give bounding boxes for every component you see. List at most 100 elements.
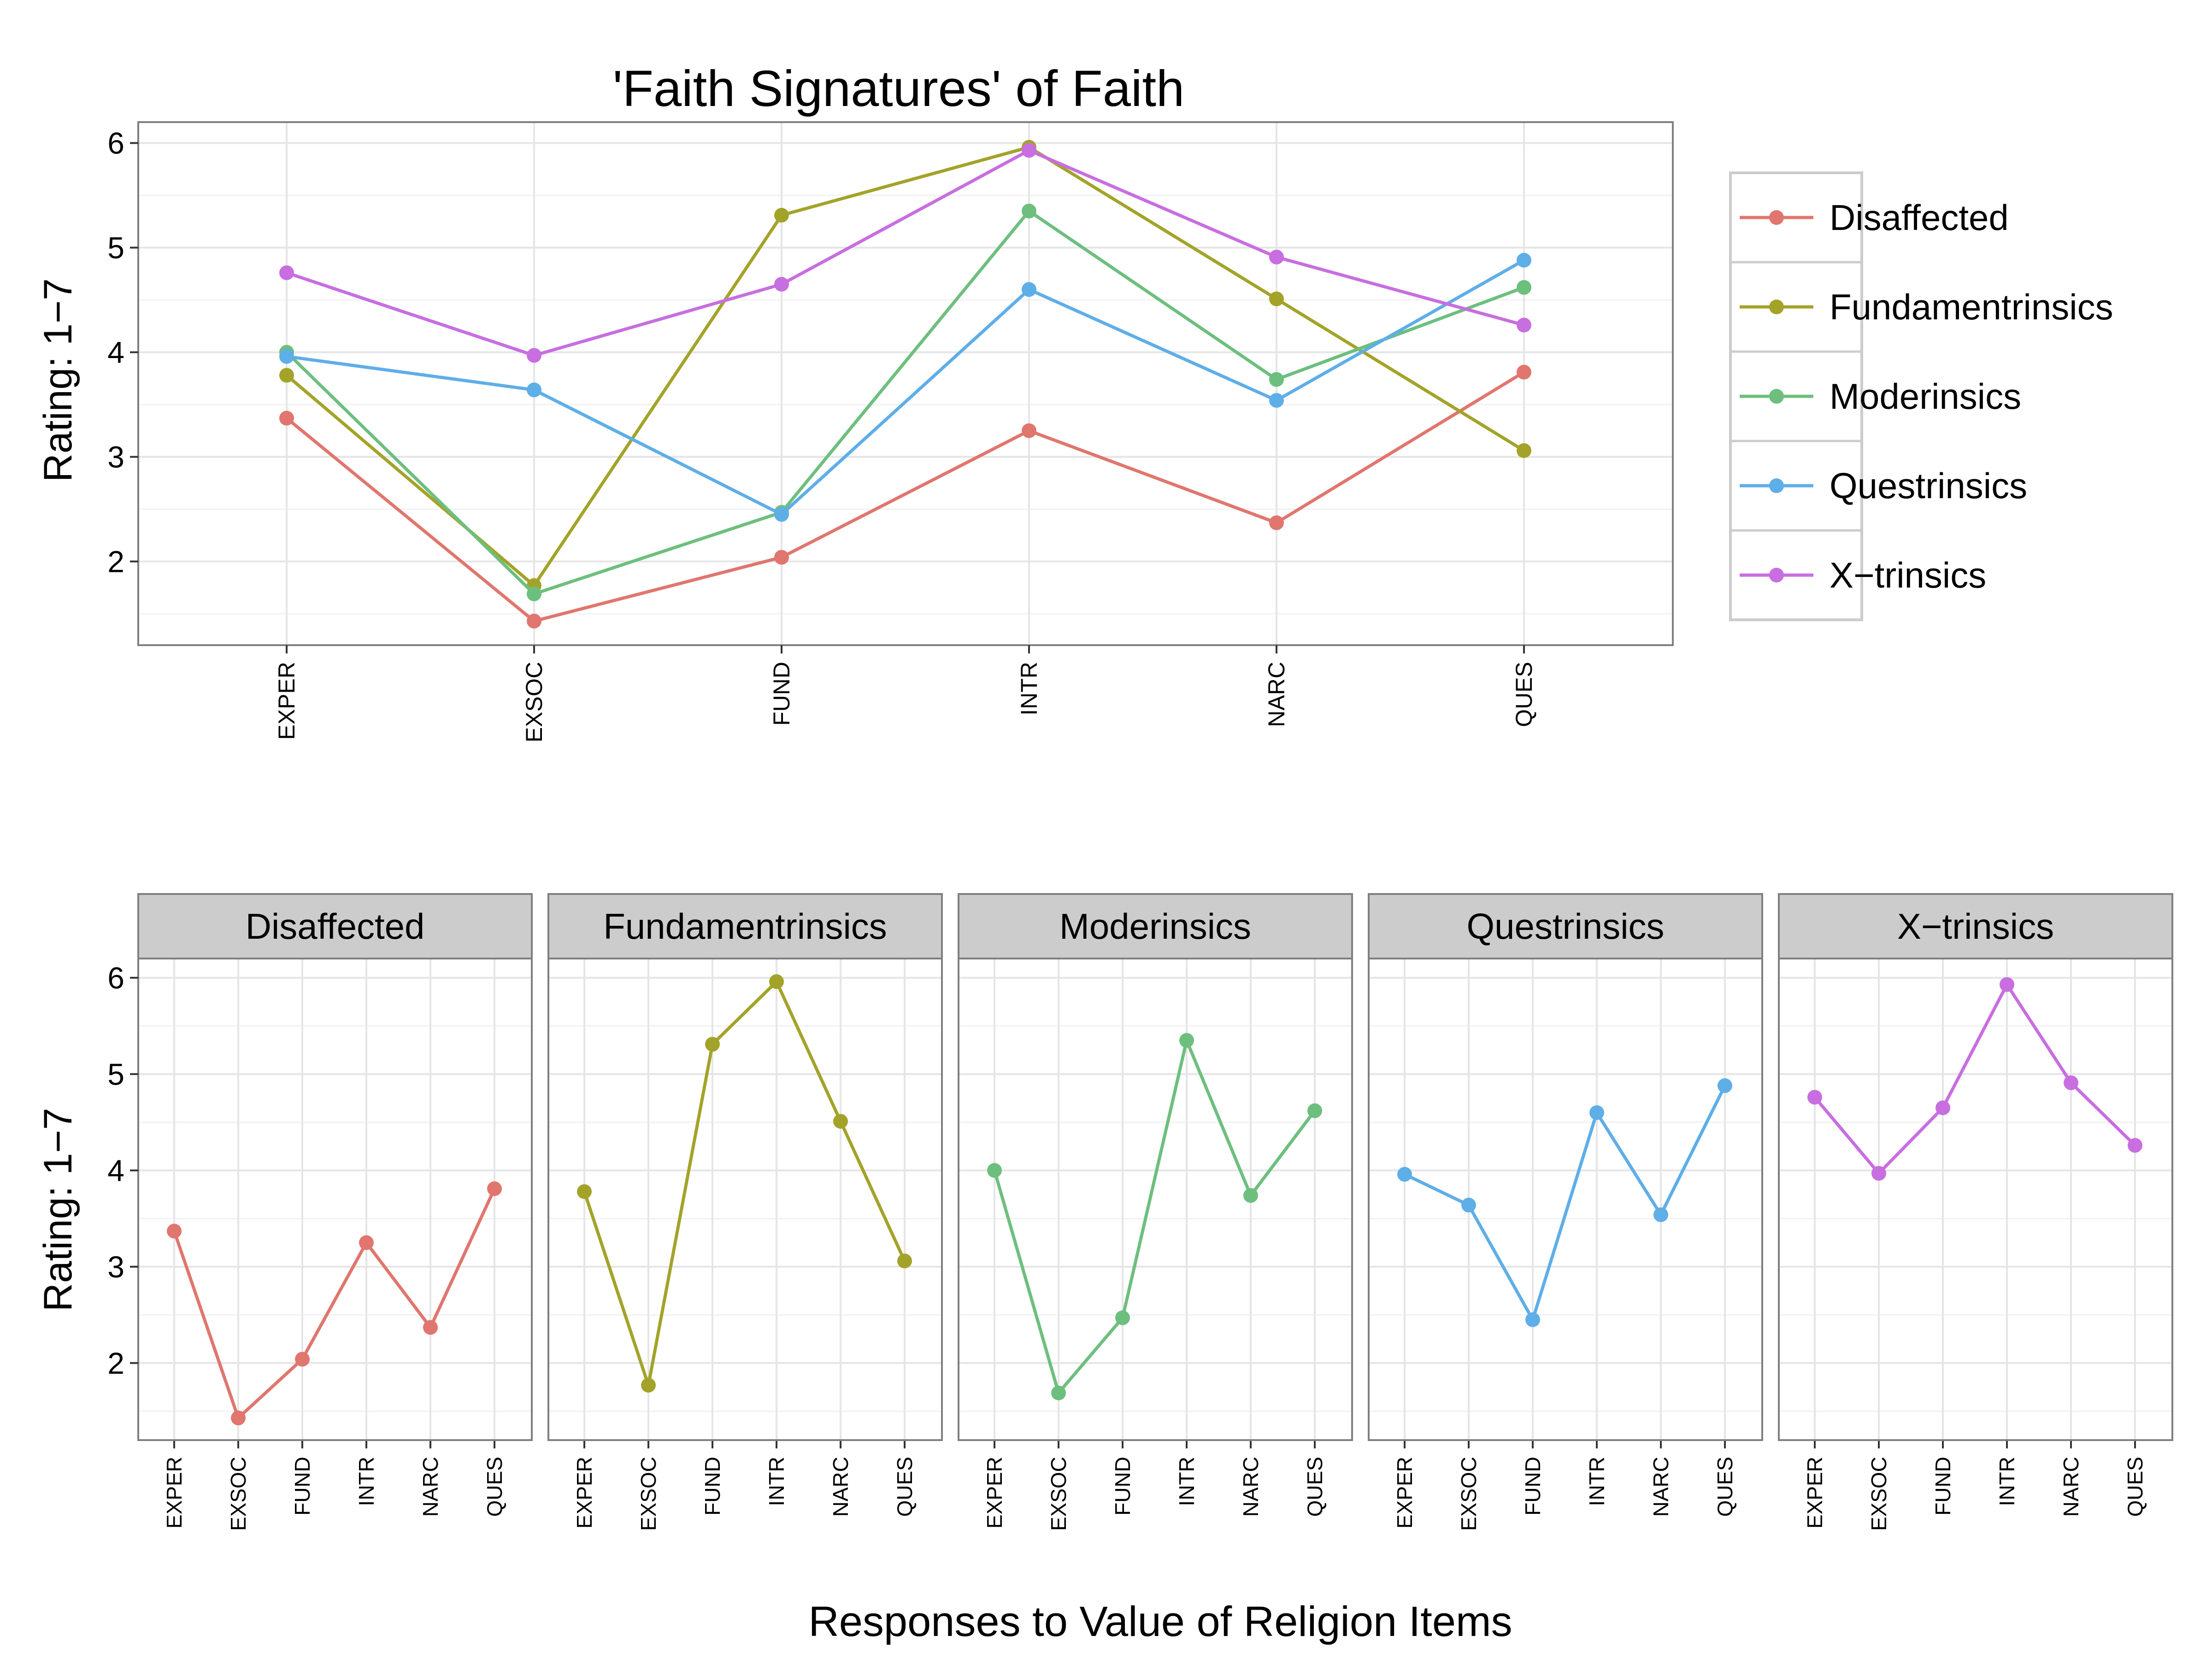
data-point — [1269, 515, 1284, 530]
x-tick-label: EXPER — [982, 1457, 1006, 1529]
data-point — [1807, 1089, 1822, 1105]
data-point — [577, 1184, 592, 1199]
series-0 — [279, 365, 1531, 629]
series-4 — [279, 143, 1531, 363]
legend-item: Questrinsics — [1740, 465, 2027, 506]
x-tick-label: QUES — [482, 1457, 506, 1517]
data-point — [423, 1320, 438, 1335]
series-3 — [279, 253, 1531, 522]
data-point — [1269, 393, 1284, 408]
y-tick-label: 5 — [107, 230, 124, 265]
x-tick-label: EXSOC — [1457, 1457, 1481, 1531]
legend-marker — [1769, 210, 1784, 225]
data-point — [359, 1235, 374, 1250]
x-tick-label: NARC — [829, 1457, 853, 1517]
main-plot-panel — [137, 121, 1674, 646]
data-point — [1115, 1310, 1130, 1325]
series-line — [285, 209, 1525, 596]
x-tick-label: QUES — [1511, 662, 1537, 727]
series-line — [286, 259, 1525, 516]
y-tick-label: 5 — [107, 1057, 124, 1091]
x-tick-label: EXSOC — [226, 1457, 250, 1531]
data-point — [1022, 282, 1036, 297]
facet-panel: Moderinsics EXPER EXSOC FUND INTR NARC QUES — [958, 893, 1353, 1531]
facet-strip-label: Fundamentrinsics — [603, 906, 887, 947]
data-point — [774, 276, 789, 292]
data-point — [2000, 977, 2014, 992]
data-point — [774, 507, 789, 522]
series-line — [582, 980, 906, 1387]
data-point — [1269, 372, 1284, 387]
data-point — [1022, 143, 1036, 158]
legend-label: Questrinsics — [1830, 465, 2027, 506]
data-point — [279, 265, 294, 280]
legend-marker — [1769, 478, 1784, 493]
series-line — [172, 1188, 496, 1420]
x-tick-label: FUND — [1521, 1457, 1545, 1516]
facet-panel-border — [958, 958, 1353, 1441]
data-point — [231, 1410, 246, 1425]
series-line — [285, 145, 1525, 588]
data-point — [295, 1352, 310, 1367]
data-point — [1022, 203, 1036, 218]
x-tick-label: EXPER — [1803, 1457, 1827, 1529]
facet-panel-border — [547, 958, 943, 1441]
legend-marker — [1769, 389, 1784, 404]
data-point — [1936, 1100, 1950, 1115]
x-tick-label: FUND — [769, 662, 794, 726]
data-point — [1051, 1385, 1066, 1400]
legend-item: Disaffected — [1740, 197, 2009, 238]
x-tick-label: INTR — [765, 1457, 788, 1506]
data-point — [774, 208, 789, 223]
x-tick-label: EXPER — [162, 1457, 186, 1529]
data-point — [1269, 249, 1284, 265]
data-point — [487, 1181, 502, 1196]
legend-item: Moderinsics — [1740, 376, 2021, 417]
legend-item: Fundamentrinsics — [1740, 287, 2113, 327]
facet-y-axis-label: Rating: 1−7 — [36, 1108, 80, 1312]
y-tick-label: 4 — [107, 335, 124, 369]
main-y-axis-label: Rating: 1−7 — [36, 278, 80, 482]
facet-plot-panel — [137, 958, 533, 1441]
x-tick-label: INTR — [1995, 1457, 2019, 1506]
facet-strip-label: Disaffected — [246, 906, 425, 947]
data-point — [1022, 423, 1036, 438]
series-line — [993, 1039, 1316, 1395]
data-point — [1653, 1207, 1668, 1222]
facet-plot-panel — [547, 958, 943, 1441]
x-tick-label: FUND — [1931, 1457, 1955, 1516]
data-point — [527, 348, 541, 363]
x-tick-label: INTR — [354, 1457, 378, 1506]
data-point — [2064, 1075, 2078, 1090]
data-point — [769, 974, 784, 989]
data-point — [1269, 291, 1284, 306]
facet-panel: Questrinsics EXPER EXSOC FUND INTR NARC QUES — [1368, 893, 1763, 1531]
legend-marker — [1769, 300, 1784, 314]
data-point — [641, 1377, 656, 1393]
x-tick-label: FUND — [1111, 1457, 1135, 1516]
legend-label: Disaffected — [1830, 197, 2009, 238]
data-point — [1397, 1167, 1412, 1182]
data-point — [1517, 253, 1531, 268]
data-point — [1718, 1078, 1732, 1093]
facet-strip — [1368, 893, 1763, 959]
x-tick-label: EXPER — [274, 662, 300, 740]
facet-strip-label: Moderinsics — [1059, 906, 1251, 947]
data-point — [833, 1114, 848, 1129]
y-tick-label: 6 — [107, 961, 124, 995]
facet-plot-panel — [1368, 958, 1763, 1441]
data-point — [987, 1163, 1002, 1178]
x-tick-label: NARC — [2059, 1457, 2083, 1517]
facet-strip — [137, 893, 533, 959]
legend-label: X−trinsics — [1830, 555, 1986, 595]
legend-item: X−trinsics — [1740, 555, 1986, 595]
x-tick-label: INTR — [1175, 1457, 1199, 1506]
x-tick-label: INTR — [1585, 1457, 1609, 1506]
x-tick-label: EXSOC — [1867, 1457, 1891, 1531]
main-panel-border — [137, 121, 1674, 646]
facet-plot-panel — [1778, 958, 2173, 1441]
x-tick-label: EXSOC — [521, 662, 547, 742]
series-line — [1404, 1085, 1727, 1322]
data-point — [1243, 1188, 1258, 1203]
